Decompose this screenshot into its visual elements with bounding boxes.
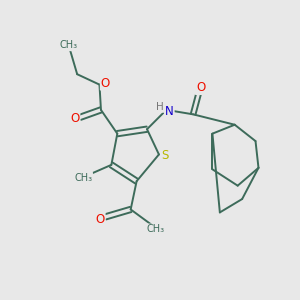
Text: CH₃: CH₃: [147, 224, 165, 234]
Text: CH₃: CH₃: [59, 40, 77, 50]
Text: H: H: [156, 102, 164, 112]
Text: S: S: [161, 149, 169, 162]
Text: O: O: [196, 81, 205, 94]
Text: O: O: [95, 213, 105, 226]
Text: O: O: [70, 112, 80, 125]
Text: O: O: [101, 76, 110, 90]
Text: N: N: [165, 105, 174, 118]
Text: CH₃: CH₃: [74, 172, 92, 183]
